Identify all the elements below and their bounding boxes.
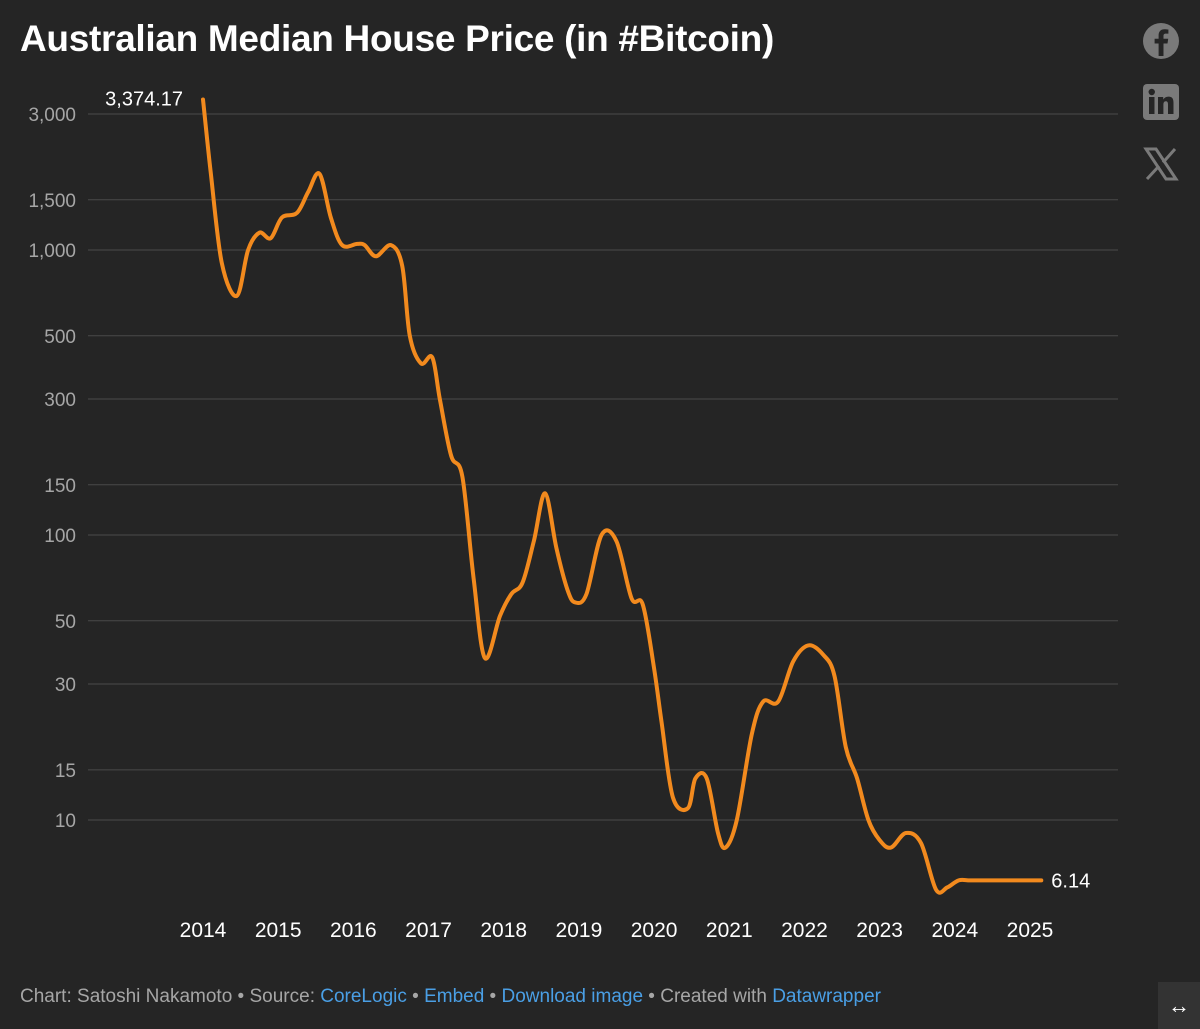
y-axis-ticks: 3,000 1,500 1,000 500 300 150 100 50 30 15 10	[28, 105, 76, 832]
y-tick-label: 1,000	[28, 241, 76, 262]
facebook-icon[interactable]	[1142, 22, 1180, 60]
x-tick-label: 2025	[1007, 919, 1054, 942]
x-tick-label: 2018	[480, 919, 527, 942]
series-layer	[201, 97, 1044, 895]
footer-author: Satoshi Nakamoto	[77, 986, 233, 1007]
x-tick-label: 2014	[180, 919, 227, 942]
x-tick-label: 2022	[781, 919, 828, 942]
series-line	[201, 97, 1044, 895]
embed-link[interactable]: Embed	[424, 986, 485, 1007]
y-tick-label: 10	[55, 811, 76, 832]
y-tick-label: 1,500	[28, 191, 76, 212]
x-axis-ticks: 2014 2015 2016 2017 2018 2019 2020 2021 2022 2023…	[180, 919, 1054, 942]
x-tick-label: 2016	[330, 919, 377, 942]
start-value-label: 3,374.17	[105, 88, 183, 110]
y-tick-label: 500	[44, 327, 76, 348]
x-tick-label: 2015	[255, 919, 302, 942]
x-tick-label: 2019	[556, 919, 603, 942]
y-tick-label: 150	[44, 476, 76, 497]
y-tick-label: 30	[55, 675, 76, 696]
footer-separator: • Source:	[232, 986, 321, 1007]
y-tick-label: 15	[55, 761, 76, 782]
footer-prefix: Chart:	[20, 986, 78, 1007]
y-tick-label: 100	[44, 526, 76, 547]
source-link[interactable]: CoreLogic	[320, 986, 407, 1007]
linkedin-icon[interactable]	[1142, 83, 1180, 121]
annotations: 3,374.17 6.14	[105, 88, 1090, 892]
y-tick-label: 50	[55, 612, 76, 633]
x-tick-label: 2021	[706, 919, 753, 942]
resize-icon[interactable]: ↔	[1158, 982, 1200, 1029]
y-tick-label: 300	[44, 390, 76, 411]
x-tick-label: 2024	[931, 919, 978, 942]
x-tick-label: 2017	[405, 919, 452, 942]
footer-separator: •	[484, 986, 502, 1007]
chart-title: Australian Median House Price (in #Bitco…	[20, 18, 774, 59]
x-tick-label: 2020	[631, 919, 678, 942]
footer-separator: •	[406, 986, 425, 1007]
download-image-link[interactable]: Download image	[501, 986, 644, 1007]
end-value-label: 6.14	[1051, 870, 1090, 892]
x-tick-label: 2023	[856, 919, 903, 942]
datawrapper-link[interactable]: Datawrapper	[772, 986, 881, 1007]
chart-footer: Chart: Satoshi Nakamoto • Source: CoreLo…	[20, 986, 881, 1008]
gridlines	[88, 113, 1118, 821]
y-tick-label: 3,000	[28, 105, 76, 126]
line-chart: 3,000 1,500 1,000 500 300 150 100 50 30 15 10 2014…	[28, 88, 1118, 942]
footer-separator: • Created with	[643, 986, 773, 1007]
x-icon[interactable]	[1142, 145, 1180, 183]
